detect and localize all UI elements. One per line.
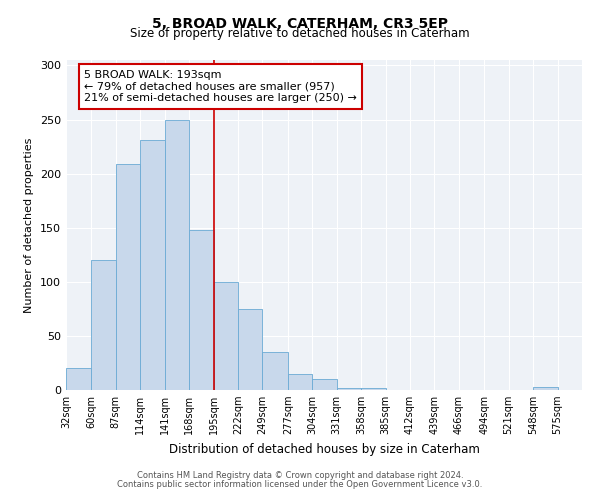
Y-axis label: Number of detached properties: Number of detached properties [25,138,34,312]
Bar [337,388,361,390]
Bar [533,387,557,390]
Text: 5 BROAD WALK: 193sqm
← 79% of detached houses are smaller (957)
21% of semi-deta: 5 BROAD WALK: 193sqm ← 79% of detached h… [84,70,357,103]
Bar [140,140,164,390]
Bar [91,260,116,390]
Bar [361,388,386,390]
Bar [312,379,337,390]
Bar [262,352,288,390]
Bar [214,282,238,390]
Bar [288,374,312,390]
X-axis label: Distribution of detached houses by size in Caterham: Distribution of detached houses by size … [169,442,479,456]
Text: Size of property relative to detached houses in Caterham: Size of property relative to detached ho… [130,28,470,40]
Bar [164,120,189,390]
Bar [189,230,214,390]
Text: Contains HM Land Registry data © Crown copyright and database right 2024.: Contains HM Land Registry data © Crown c… [137,471,463,480]
Bar [116,164,140,390]
Text: 5, BROAD WALK, CATERHAM, CR3 5EP: 5, BROAD WALK, CATERHAM, CR3 5EP [152,18,448,32]
Bar [66,368,91,390]
Text: Contains public sector information licensed under the Open Government Licence v3: Contains public sector information licen… [118,480,482,489]
Bar [238,309,262,390]
